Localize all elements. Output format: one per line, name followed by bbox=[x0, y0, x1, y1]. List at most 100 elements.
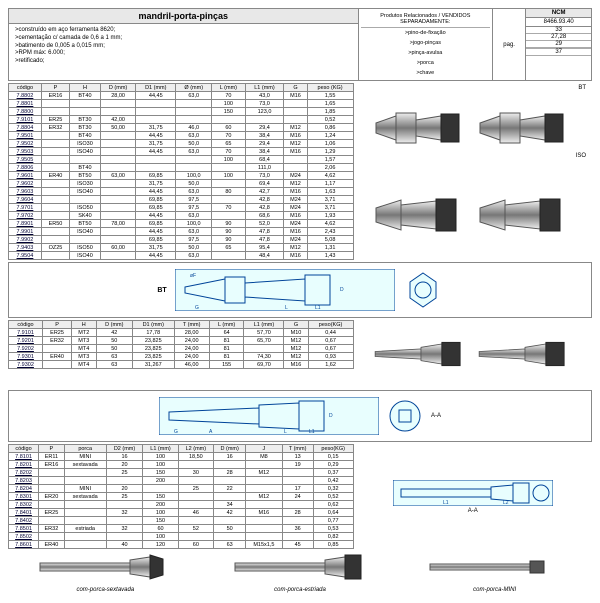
table-cell: BT40 bbox=[69, 132, 100, 140]
table-cell bbox=[64, 541, 106, 549]
table-cell: 3,71 bbox=[307, 204, 353, 212]
table-cell: 0,86 bbox=[307, 124, 353, 132]
table-cell: sextavada bbox=[64, 493, 106, 501]
table-cell bbox=[100, 164, 135, 172]
table-cell: M12 bbox=[284, 345, 308, 353]
table-cell: 150 bbox=[212, 108, 246, 116]
table-cell: 70 bbox=[212, 204, 246, 212]
table-cell: 1,17 bbox=[307, 180, 353, 188]
spec-line: >batimento de 0,005 a 0,015 mm; bbox=[15, 43, 352, 51]
table-cell: 16 bbox=[214, 453, 246, 461]
table-cell: 7.8501 bbox=[9, 525, 39, 533]
table-cell bbox=[214, 461, 246, 469]
table-cell: M12 bbox=[246, 469, 282, 477]
table-row: 7.9501BT4044,4563,07038,4M161,24 bbox=[9, 132, 354, 140]
product-images-mt bbox=[354, 320, 592, 388]
table-cell: 22 bbox=[214, 485, 246, 493]
col-header: T (mm) bbox=[174, 321, 209, 329]
table-cell bbox=[41, 196, 69, 204]
table-cell: M24 bbox=[284, 204, 307, 212]
table-cell: ER25 bbox=[39, 509, 65, 517]
table-cell: 4,62 bbox=[307, 172, 353, 180]
table-cell: 7.9604 bbox=[9, 196, 42, 204]
header: mandril-porta-pinças >construído em aço … bbox=[8, 8, 592, 81]
table-cell: 7.8202 bbox=[9, 469, 39, 477]
related-item: >jogo-pinças bbox=[361, 38, 490, 48]
related-item: >pinça-avulsa bbox=[361, 48, 490, 58]
table-cell: 7.9701 bbox=[9, 204, 42, 212]
table-cell: 7.9502 bbox=[9, 140, 42, 148]
table-row: 7.8301ER20sextavada25150M12240,52 bbox=[9, 493, 354, 501]
table-cell bbox=[176, 156, 212, 164]
table-row: 7.9101ER25BT3042,000,52 bbox=[9, 116, 354, 124]
table-cell: OZ25 bbox=[41, 244, 69, 252]
aa-label: A-A bbox=[431, 413, 441, 419]
table-cell: M16 bbox=[284, 132, 307, 140]
table-cell: 7.9505 bbox=[9, 156, 42, 164]
table-cell: 95,4 bbox=[245, 244, 284, 252]
table-cell: M8 bbox=[246, 453, 282, 461]
table-cell: 1,06 bbox=[307, 140, 353, 148]
table-cell: 47,8 bbox=[245, 228, 284, 236]
table-cell: 4,62 bbox=[307, 220, 353, 228]
table-row: 7.9502ISO3031,7550,06529,4M121,06 bbox=[9, 140, 354, 148]
aa-label: A-A bbox=[468, 508, 478, 514]
table-cell: 0,53 bbox=[313, 525, 353, 533]
table-cell: BT40 bbox=[69, 92, 100, 100]
table-row: 7.990269,8597,59047,8M245,08 bbox=[9, 236, 354, 244]
bt-diag-label: BT bbox=[157, 287, 166, 294]
spec-line: >construído em aço ferramenta 8620; bbox=[15, 27, 352, 35]
table-cell: 24,00 bbox=[174, 353, 209, 361]
table-cell: 13 bbox=[282, 453, 313, 461]
table-cell: 100 bbox=[143, 509, 178, 517]
col-header: H bbox=[69, 84, 100, 92]
col-header: G bbox=[284, 321, 308, 329]
table-cell: 60 bbox=[178, 541, 213, 549]
col-header: L (mm) bbox=[209, 321, 244, 329]
table-cell: 0,85 bbox=[313, 541, 353, 549]
table-cell: 42 bbox=[96, 329, 132, 337]
table-cell: 44,45 bbox=[136, 228, 176, 236]
table-cell: 68,4 bbox=[245, 156, 284, 164]
table-row: 7.8201ER16sextavada20100190,29 bbox=[9, 461, 354, 469]
table-cell bbox=[214, 533, 246, 541]
table-cell: 70 bbox=[212, 132, 246, 140]
table-cell: 100 bbox=[143, 461, 178, 469]
col-header: D2 (mm) bbox=[106, 445, 143, 453]
table-cell: M24 bbox=[284, 196, 307, 204]
table-cell bbox=[284, 100, 307, 108]
table-row: 7.9301ER40MT36323,82524,008174,30M120,93 bbox=[9, 353, 354, 361]
table-cell: 47,8 bbox=[245, 236, 284, 244]
table-cell: 63,0 bbox=[176, 132, 212, 140]
table-cell bbox=[282, 517, 313, 525]
table-cell: ER32 bbox=[43, 337, 72, 345]
table-cell: 46,0 bbox=[176, 124, 212, 132]
table-row: 7.8501ER32estriada32605250360,53 bbox=[9, 525, 354, 533]
table-cell: MT3 bbox=[72, 353, 97, 361]
table-cell: SK40 bbox=[69, 212, 100, 220]
table-cell: M24 bbox=[284, 236, 307, 244]
table-cell: 18,50 bbox=[178, 453, 213, 461]
table-row: 7.9302MT46331,26746,0015569,70M161,62 bbox=[9, 361, 354, 369]
table-cell: 69,4 bbox=[245, 180, 284, 188]
table-cell: MINI bbox=[64, 485, 106, 493]
table-cell: 46,00 bbox=[174, 361, 209, 369]
table-cell: 7.9202 bbox=[9, 345, 43, 353]
table-cell: 43,0 bbox=[245, 92, 284, 100]
table-cell: 2,06 bbox=[307, 164, 353, 172]
table-cell: 0,52 bbox=[313, 493, 353, 501]
table-cell: M16 bbox=[284, 188, 307, 196]
table-cell bbox=[143, 485, 178, 493]
table-row: 7.84021500,77 bbox=[9, 517, 354, 525]
table-cell: M12 bbox=[246, 493, 282, 501]
table-cell: M16 bbox=[284, 228, 307, 236]
table-cell: 63,0 bbox=[176, 252, 212, 260]
table-cell: ER16 bbox=[41, 92, 69, 100]
table-cell: 63,0 bbox=[176, 212, 212, 220]
table-cell: 97,5 bbox=[176, 204, 212, 212]
table-cell: 28,00 bbox=[100, 92, 135, 100]
svg-text:D: D bbox=[329, 413, 333, 419]
table-cell: 50,0 bbox=[176, 140, 212, 148]
related-item: >chave bbox=[361, 68, 490, 78]
cross-section-icon: ALL1 GD bbox=[159, 397, 379, 435]
